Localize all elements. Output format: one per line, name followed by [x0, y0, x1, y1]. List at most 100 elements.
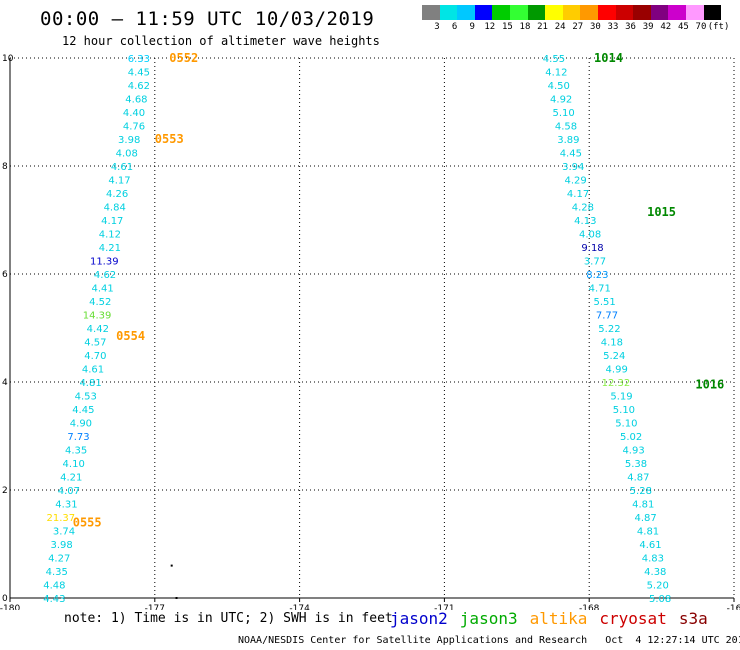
wave-height-label: 5.28 — [630, 486, 652, 497]
satellite-jason3: jason3 — [459, 609, 518, 628]
x-tick-label: -168 — [579, 604, 600, 610]
footer-note: note: 1) Time is in UTC; 2) SWH is in fe… — [64, 611, 393, 626]
wave-height-label: 4.26 — [106, 189, 128, 200]
colorbar-label: 36 — [625, 22, 636, 32]
wave-height-label: 4.17 — [101, 216, 123, 227]
y-tick-label: 2 — [2, 486, 8, 496]
wave-height-label: 4.35 — [65, 446, 87, 457]
wave-height-label: 5.22 — [598, 324, 620, 335]
colorbar-label: 45 — [677, 22, 689, 32]
colorbar-swatch — [650, 5, 669, 20]
wave-height-label: 4.61 — [639, 540, 661, 551]
wave-height-label: 4.84 — [104, 203, 126, 214]
wave-height-label: 4.99 — [606, 365, 628, 376]
track-time-label: 0553 — [155, 132, 184, 146]
wave-height-label: 12.32 — [602, 378, 631, 389]
colorbar-label: 21 — [537, 22, 548, 32]
wave-height-label: 4.68 — [125, 95, 147, 106]
wave-height-chart: -180 -177 -174 -171 -168 -16 0 2 4 6 8 10 6.33 4.45 4.… — [0, 51, 740, 610]
x-tick-label: -177 — [145, 604, 165, 610]
colorbar-swatch — [439, 5, 458, 20]
colorbar-swatch — [509, 5, 528, 20]
x-tick-label: -174 — [289, 604, 310, 610]
colorbar-label: 3 — [434, 22, 440, 32]
colorbar-labels: 3 6 9 12 15 18 21 24 27 30 33 36 39 42 45 70 (ft) — [422, 22, 740, 34]
colorbar-label: 6 — [451, 22, 458, 32]
colorbar-swatch — [562, 5, 581, 20]
wave-height-label: 4.57 — [84, 338, 106, 349]
wave-height-label: 4.55 — [543, 54, 565, 65]
wave-height-label: 4.62 — [94, 270, 116, 281]
wave-height-label: 4.81 — [79, 378, 101, 389]
wave-height-label: 8.23 — [586, 270, 608, 281]
wave-height-label: 4.70 — [84, 351, 106, 362]
colorbar-label: 9 — [469, 22, 475, 32]
wave-height-label: 3.89 — [557, 135, 579, 146]
wave-height-label: 7.77 — [596, 311, 618, 322]
wave-height-label: 4.48 — [43, 581, 65, 592]
x-tick-label: -180 — [0, 604, 20, 610]
wave-height-label: 4.83 — [642, 554, 664, 565]
wave-height-label: 7.73 — [67, 432, 89, 443]
wave-height-label: 4.18 — [601, 338, 623, 349]
wave-height-label: 3.98 — [50, 540, 72, 551]
wave-height-label: 5.20 — [647, 581, 669, 592]
wave-height-label: 3.74 — [53, 527, 75, 538]
wave-height-label: 4.92 — [550, 95, 572, 106]
wave-height-label: 9.18 — [581, 243, 603, 254]
colorbar-swatch — [597, 5, 616, 20]
track-time-label: 1016 — [695, 378, 724, 392]
wave-height-label: 4.53 — [75, 392, 97, 403]
colorbar-swatch — [703, 5, 722, 20]
wave-height-label: 4.31 — [55, 500, 77, 511]
colorbar-label: 33 — [607, 22, 619, 32]
wave-height-label: 4.45 — [72, 405, 94, 416]
track-time-label: 1015 — [647, 205, 676, 219]
credit-line: NOAA/NESDIS Center for Satellite Applica… — [238, 635, 740, 646]
colorbar-label: 30 — [589, 22, 601, 32]
wave-height-label: 4.21 — [60, 473, 82, 484]
wave-height-label: 5.38 — [625, 459, 647, 470]
wave-height-label: 4.27 — [48, 554, 70, 565]
y-tick-label: 6 — [2, 270, 8, 280]
wave-height-label: 4.12 — [99, 230, 121, 241]
wave-height-label: 4.40 — [123, 108, 145, 119]
wave-height-label: 4.10 — [63, 459, 85, 470]
wave-height-label: 4.87 — [635, 513, 657, 524]
wave-height-label: 4.08 — [579, 230, 601, 241]
satellite-cryosat: cryosat — [599, 609, 667, 628]
wave-height-label: 4.43 — [43, 594, 65, 605]
track-time-label: 1014 — [594, 51, 623, 65]
y-tick-label: 4 — [2, 378, 8, 388]
wave-height-label: 5.10 — [552, 108, 574, 119]
wave-height-label: 4.21 — [99, 243, 121, 254]
wave-height-label: 5.19 — [610, 392, 632, 403]
colorbar-swatch — [457, 5, 475, 20]
colorbar-label: 18 — [519, 22, 531, 32]
wave-height-label: 3.77 — [584, 257, 606, 268]
wave-height-label: 5.10 — [615, 419, 637, 430]
data-point — [175, 597, 178, 599]
track-time-label: 0554 — [116, 329, 145, 343]
wave-height-label: 4.35 — [46, 567, 68, 578]
wave-height-label: 14.39 — [83, 311, 112, 322]
wave-height-label: 4.81 — [632, 500, 654, 511]
colorbar-swatch — [633, 5, 651, 20]
wave-height-label: 5.10 — [613, 405, 635, 416]
wave-height-label: 4.41 — [92, 284, 114, 295]
wave-height-label: 4.61 — [82, 365, 104, 376]
colorbar-swatch — [685, 5, 704, 20]
y-tick-label: 8 — [2, 162, 8, 172]
chart-subtitle: 12 hour collection of altimeter wave hei… — [62, 34, 380, 48]
chart-title: 00:00 – 11:59 UTC 10/03/2019 — [40, 8, 375, 30]
wave-height-label: 4.17 — [108, 176, 130, 187]
colorbar-label: 27 — [572, 22, 584, 32]
wave-height-label: 4.50 — [548, 81, 570, 92]
wave-height-label: 11.39 — [90, 257, 119, 268]
colorbar-swatch — [615, 5, 634, 20]
colorbar-swatch — [580, 5, 598, 20]
satellite-legend: jason2 jason3 altika cryosat s3a — [390, 609, 708, 628]
wave-height-label: 4.87 — [627, 473, 649, 484]
colorbar-label: 24 — [554, 22, 566, 32]
wave-height-label: 4.45 — [128, 68, 150, 79]
